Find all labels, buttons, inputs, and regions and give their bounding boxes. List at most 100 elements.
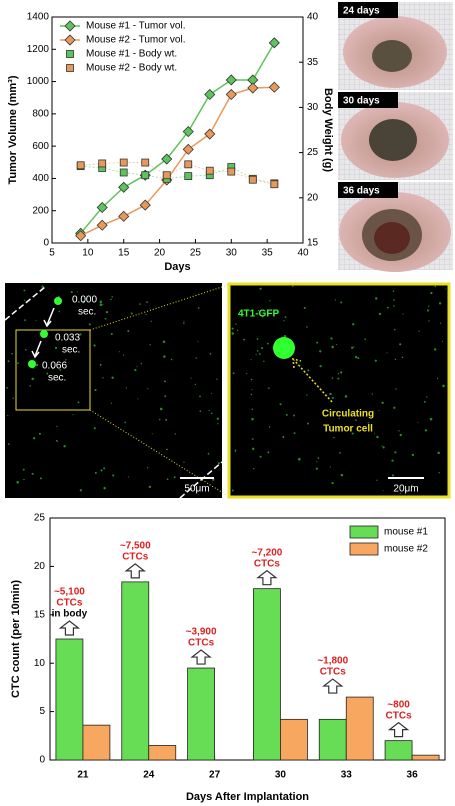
bar <box>55 638 84 761</box>
noise-dot <box>317 457 320 459</box>
bar <box>345 696 374 761</box>
noise-dot <box>63 445 66 448</box>
noise-dot <box>31 472 34 475</box>
noise-dot <box>331 396 334 399</box>
bar <box>280 718 308 761</box>
noise-dot <box>23 478 25 481</box>
y-tick-label: 800 <box>32 108 49 119</box>
noise-dot <box>393 406 396 409</box>
noise-dot <box>442 384 445 388</box>
bar <box>148 745 177 761</box>
noise-dot <box>382 490 384 492</box>
marker <box>205 166 214 175</box>
noise-dot <box>24 299 26 301</box>
marker <box>141 158 150 167</box>
noise-dot <box>183 461 185 463</box>
x-axis-label: Days <box>164 261 190 273</box>
y2-tick-label: 15 <box>307 238 319 249</box>
y-tick-label: 400 <box>32 173 49 184</box>
annotation: CTCs <box>386 710 413 721</box>
marker <box>182 126 194 138</box>
noise-dot <box>263 360 265 363</box>
y-tick-label: 1200 <box>27 44 50 55</box>
noise-dot <box>158 418 161 421</box>
noise-dot <box>207 452 210 455</box>
noise-dot <box>347 426 350 429</box>
noise-dot <box>209 353 212 355</box>
y-tick-label: 600 <box>32 141 49 152</box>
noise-dot <box>394 358 397 361</box>
noise-dot <box>381 401 384 404</box>
noise-dot <box>58 310 61 313</box>
time-label: 0.033 <box>55 333 80 344</box>
noise-dot <box>376 479 378 481</box>
noise-dot <box>39 477 42 480</box>
marker <box>268 37 280 49</box>
noise-dot <box>71 335 74 338</box>
marker <box>96 201 108 214</box>
y-tick-label: 5 <box>39 706 45 717</box>
noise-dot <box>110 298 112 301</box>
noise-dot <box>199 395 201 398</box>
noise-dot <box>374 359 377 362</box>
noise-dot <box>344 395 348 398</box>
noise-dot <box>194 383 197 386</box>
noise-dot <box>236 329 239 332</box>
series-line <box>80 42 275 234</box>
noise-dot <box>262 315 264 318</box>
noise-dot <box>306 422 309 425</box>
y-tick-label: 1000 <box>27 76 50 87</box>
y-tick-label: 20 <box>34 561 46 572</box>
noise-dot <box>252 438 254 440</box>
x-tick-label: 40 <box>297 248 309 259</box>
noise-dot <box>88 323 91 326</box>
noise-dot <box>423 400 426 403</box>
series-line <box>80 165 275 184</box>
x-tick-label: 5 <box>49 248 55 259</box>
annotation: ~1,800 <box>317 656 348 667</box>
photo-24: 24 days <box>338 2 453 90</box>
noise-dot <box>212 478 215 481</box>
noise-dot <box>418 330 420 332</box>
noise-dot <box>337 377 340 380</box>
y-tick-label: 0 <box>39 755 45 766</box>
marker <box>268 81 280 93</box>
marker <box>119 158 128 167</box>
noise-dot <box>183 322 185 325</box>
legend-marker <box>66 50 74 58</box>
noise-dot <box>24 348 27 351</box>
time-label: sec. <box>78 307 96 318</box>
up-arrow <box>124 563 146 579</box>
annotation: ~3,900 <box>186 627 217 638</box>
ctc-arrow <box>292 358 333 403</box>
noise-dot <box>334 299 336 301</box>
ctc <box>273 337 295 359</box>
noise-dot <box>170 358 173 361</box>
noise-dot <box>331 481 334 485</box>
noise-dot <box>303 306 306 309</box>
marker <box>227 167 236 176</box>
noise-dot <box>103 486 106 490</box>
noise-dot <box>283 320 285 322</box>
marker <box>248 175 257 184</box>
noise-dot <box>257 309 260 312</box>
motion-arrow <box>43 307 55 328</box>
x-tick-label: 30 <box>226 248 238 259</box>
x-tick-label: 36 <box>407 770 419 781</box>
noise-dot <box>174 433 177 435</box>
y2-axis-label: Body Weight (g) <box>322 88 334 172</box>
noise-dot <box>426 396 428 398</box>
noise-dot <box>99 303 103 306</box>
noise-dot <box>197 340 199 342</box>
noise-dot <box>266 342 269 345</box>
x-axis-label: Days After Implantation <box>186 791 309 803</box>
noise-dot <box>398 430 400 432</box>
legend-label: mouse #1 <box>384 527 428 538</box>
marker <box>184 160 193 169</box>
noise-dot <box>367 422 369 424</box>
bar <box>82 724 111 761</box>
noise-dot <box>279 403 282 406</box>
noise-dot <box>373 432 375 434</box>
noise-dot <box>146 301 148 303</box>
